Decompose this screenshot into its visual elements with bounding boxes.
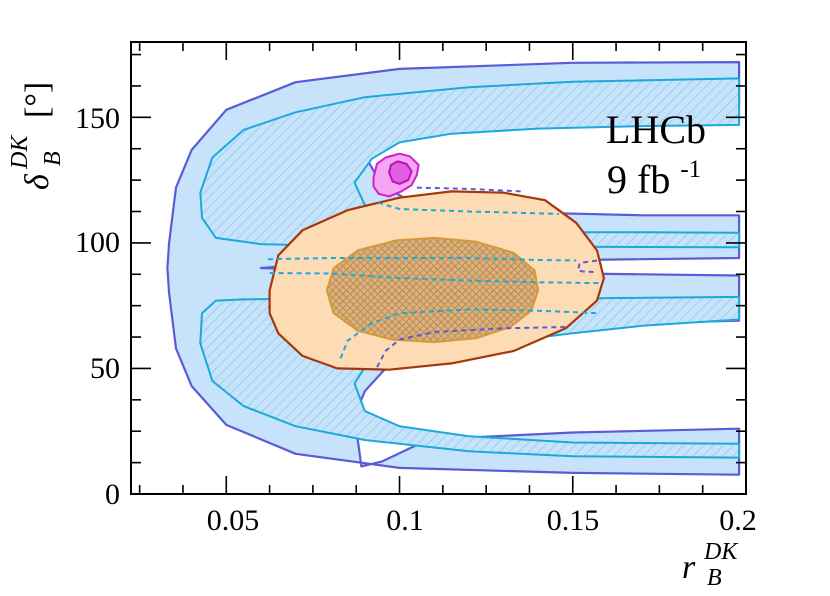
blue-light-dashed-middle xyxy=(267,257,577,262)
blue-light-dashed-lower xyxy=(339,308,598,359)
luminosity-value: 9 fb xyxy=(607,157,670,202)
blue-light-dashed-upper xyxy=(377,201,559,215)
x-axis-label-base: r xyxy=(682,549,696,586)
magenta-inner-region xyxy=(388,160,413,185)
purple-dashed-lower xyxy=(376,326,566,368)
y-axis-label-unit: [°] xyxy=(19,82,56,118)
y-axis-label-sub: B xyxy=(40,151,66,166)
y-tick-label: 50 xyxy=(90,352,120,385)
purple-dashed-right xyxy=(576,259,598,273)
x-tick-label: 0.15 xyxy=(547,504,600,537)
y-axis-label: δ B DK [°] xyxy=(0,82,68,190)
axis-ticks xyxy=(131,42,747,495)
y-tick-label: 0 xyxy=(105,478,120,511)
x-tick-label: 0.05 xyxy=(207,504,260,537)
plot-frame xyxy=(130,41,747,495)
experiment-label: LHCb xyxy=(606,107,706,152)
y-axis-label-sup: DK xyxy=(7,134,33,170)
blue-inner-region xyxy=(199,77,741,249)
orange-inner-region xyxy=(325,236,540,344)
x-axis-label-sub: B xyxy=(707,565,722,591)
y-axis-label-base: δ xyxy=(19,173,56,190)
luminosity-label: 9 fb -1 xyxy=(607,156,701,202)
luminosity-exponent: -1 xyxy=(680,156,701,183)
y-tick-label: 100 xyxy=(75,226,120,259)
y-tick-label: 150 xyxy=(75,102,120,135)
x-tick-label: 0.1 xyxy=(386,504,424,537)
blue-light-dashed-lower-band xyxy=(269,272,601,285)
x-axis-label: r B DK xyxy=(682,539,739,593)
dashed-contours xyxy=(267,186,601,368)
confidence-regions xyxy=(166,61,741,476)
svg-text:δ B DK [°]: δ B DK [°] xyxy=(0,82,68,190)
x-tick-label: 0.2 xyxy=(719,504,757,537)
x-axis-label-sup: DK xyxy=(703,539,739,565)
